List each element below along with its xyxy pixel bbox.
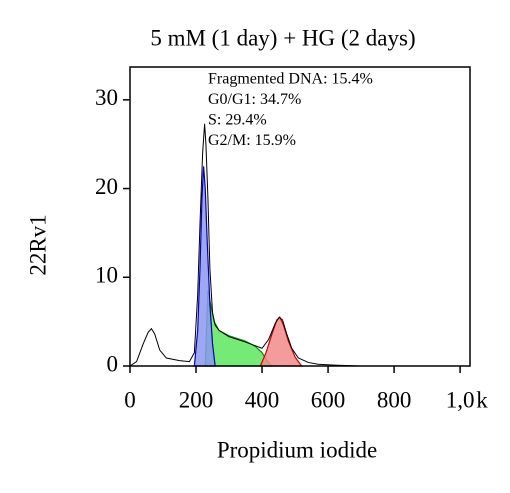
y-tick-label: 30 — [95, 85, 118, 110]
x-tick-label: 600 — [311, 387, 346, 412]
x-tick-label: 1,0 — [446, 387, 475, 412]
annotation: G0/G1: 34.7% — [208, 91, 301, 108]
y-tick-label: 0 — [107, 351, 119, 376]
y-axis-label: 22Rv1 — [25, 214, 50, 275]
x-tick-label: 800 — [377, 387, 412, 412]
x-tick-label: 0 — [124, 387, 136, 412]
y-tick-label: 10 — [95, 263, 118, 288]
histogram-outline — [129, 123, 362, 367]
phase-area — [193, 166, 216, 367]
annotation: G2/M: 15.9% — [208, 132, 296, 149]
phase-area — [259, 316, 303, 367]
x-tick-label: 400 — [245, 387, 280, 412]
annotation: Fragmented DNA: 15.4% — [208, 71, 373, 88]
x-unit: k — [476, 387, 488, 412]
phase-area — [204, 290, 274, 367]
y-tick-label: 20 — [95, 174, 118, 199]
chart-title: 5 mM (1 day) + HG (2 days) — [150, 25, 415, 50]
annotation: S: 29.4% — [208, 112, 267, 129]
x-axis-label: Propidium iodide — [217, 437, 377, 462]
x-tick-label: 200 — [179, 387, 214, 412]
plot-frame — [129, 66, 471, 367]
